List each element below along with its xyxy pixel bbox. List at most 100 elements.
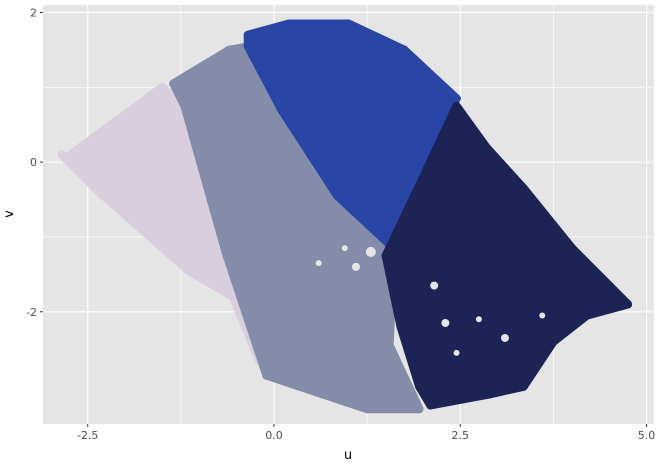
data-point bbox=[318, 355, 327, 364]
data-point bbox=[231, 125, 240, 135]
data-point bbox=[518, 203, 527, 212]
data-point bbox=[159, 119, 168, 128]
data-point bbox=[140, 128, 150, 138]
data-point bbox=[380, 344, 390, 353]
data-point bbox=[354, 199, 363, 209]
data-point bbox=[529, 227, 538, 236]
data-point bbox=[322, 318, 331, 327]
data-point bbox=[118, 138, 127, 147]
data-point bbox=[282, 142, 292, 151]
data-point bbox=[261, 363, 270, 372]
data-point bbox=[144, 209, 153, 219]
data-point bbox=[208, 82, 217, 92]
data-point bbox=[504, 313, 513, 322]
data-point bbox=[372, 87, 382, 96]
data-point bbox=[410, 268, 419, 277]
data-point bbox=[109, 163, 118, 172]
data-point bbox=[393, 259, 402, 268]
data-point bbox=[295, 162, 304, 172]
data-point bbox=[219, 277, 228, 286]
data-point bbox=[459, 347, 468, 356]
data-point bbox=[95, 135, 104, 145]
data-point bbox=[476, 367, 486, 376]
data-point bbox=[277, 327, 287, 336]
data-point bbox=[126, 183, 135, 193]
data-point bbox=[513, 343, 523, 352]
data-point bbox=[206, 156, 215, 165]
data-point bbox=[355, 48, 364, 57]
data-point bbox=[478, 346, 488, 355]
data-point bbox=[252, 41, 261, 50]
data-point bbox=[304, 124, 313, 133]
data-point bbox=[154, 89, 163, 99]
data-point bbox=[199, 167, 208, 176]
data-point bbox=[171, 202, 180, 211]
data-point bbox=[224, 86, 233, 95]
data-point bbox=[525, 193, 534, 203]
data-point bbox=[339, 40, 348, 49]
data-point bbox=[290, 49, 299, 58]
data-point bbox=[216, 221, 225, 230]
data-point bbox=[482, 207, 492, 216]
data-point bbox=[189, 186, 199, 195]
data-point bbox=[394, 51, 404, 60]
data-point bbox=[335, 124, 344, 133]
data-point bbox=[245, 238, 255, 247]
data-point bbox=[287, 340, 296, 349]
data-point bbox=[366, 108, 375, 117]
data-point bbox=[254, 280, 264, 289]
data-point bbox=[382, 97, 392, 106]
data-point bbox=[581, 277, 590, 286]
data-point bbox=[454, 295, 463, 305]
data-point bbox=[336, 133, 345, 143]
data-point bbox=[121, 168, 131, 177]
data-point bbox=[93, 166, 102, 175]
data-point bbox=[264, 336, 273, 345]
x-tick-label: 5.0 bbox=[638, 429, 656, 442]
data-point bbox=[125, 150, 135, 160]
data-point bbox=[483, 387, 492, 396]
data-point bbox=[417, 250, 426, 259]
data-point bbox=[342, 219, 351, 228]
data-point bbox=[391, 202, 401, 211]
data-point bbox=[612, 302, 621, 311]
data-point bbox=[546, 223, 556, 233]
data-point bbox=[362, 390, 371, 399]
data-point bbox=[192, 193, 202, 203]
data-point bbox=[280, 93, 289, 102]
data-point bbox=[267, 154, 276, 163]
data-point bbox=[600, 305, 610, 315]
data-point bbox=[200, 253, 210, 262]
data-point bbox=[515, 218, 524, 227]
data-point bbox=[355, 93, 364, 102]
data-point bbox=[178, 93, 188, 103]
data-point bbox=[232, 104, 241, 113]
data-point bbox=[290, 177, 299, 187]
data-point bbox=[470, 206, 479, 216]
data-point bbox=[350, 183, 359, 193]
data-point bbox=[359, 31, 369, 40]
data-point bbox=[514, 287, 523, 296]
sparse-gap bbox=[475, 316, 482, 323]
data-point bbox=[330, 85, 339, 95]
y-tick-label: 0 bbox=[30, 156, 37, 169]
data-point bbox=[144, 162, 153, 172]
data-point bbox=[201, 135, 210, 144]
data-point bbox=[272, 160, 282, 170]
data-point bbox=[205, 219, 215, 228]
data-point bbox=[463, 138, 472, 148]
data-point bbox=[449, 377, 459, 386]
data-point bbox=[501, 324, 510, 333]
data-point bbox=[565, 290, 574, 299]
data-point bbox=[195, 223, 205, 233]
data-point bbox=[270, 81, 279, 90]
data-point bbox=[278, 218, 287, 228]
data-point bbox=[343, 146, 352, 155]
data-point bbox=[488, 230, 497, 239]
data-point bbox=[299, 224, 309, 233]
data-point bbox=[363, 42, 373, 51]
data-point bbox=[151, 189, 161, 198]
data-point bbox=[391, 163, 401, 173]
data-point bbox=[168, 166, 178, 175]
data-point bbox=[288, 240, 298, 249]
